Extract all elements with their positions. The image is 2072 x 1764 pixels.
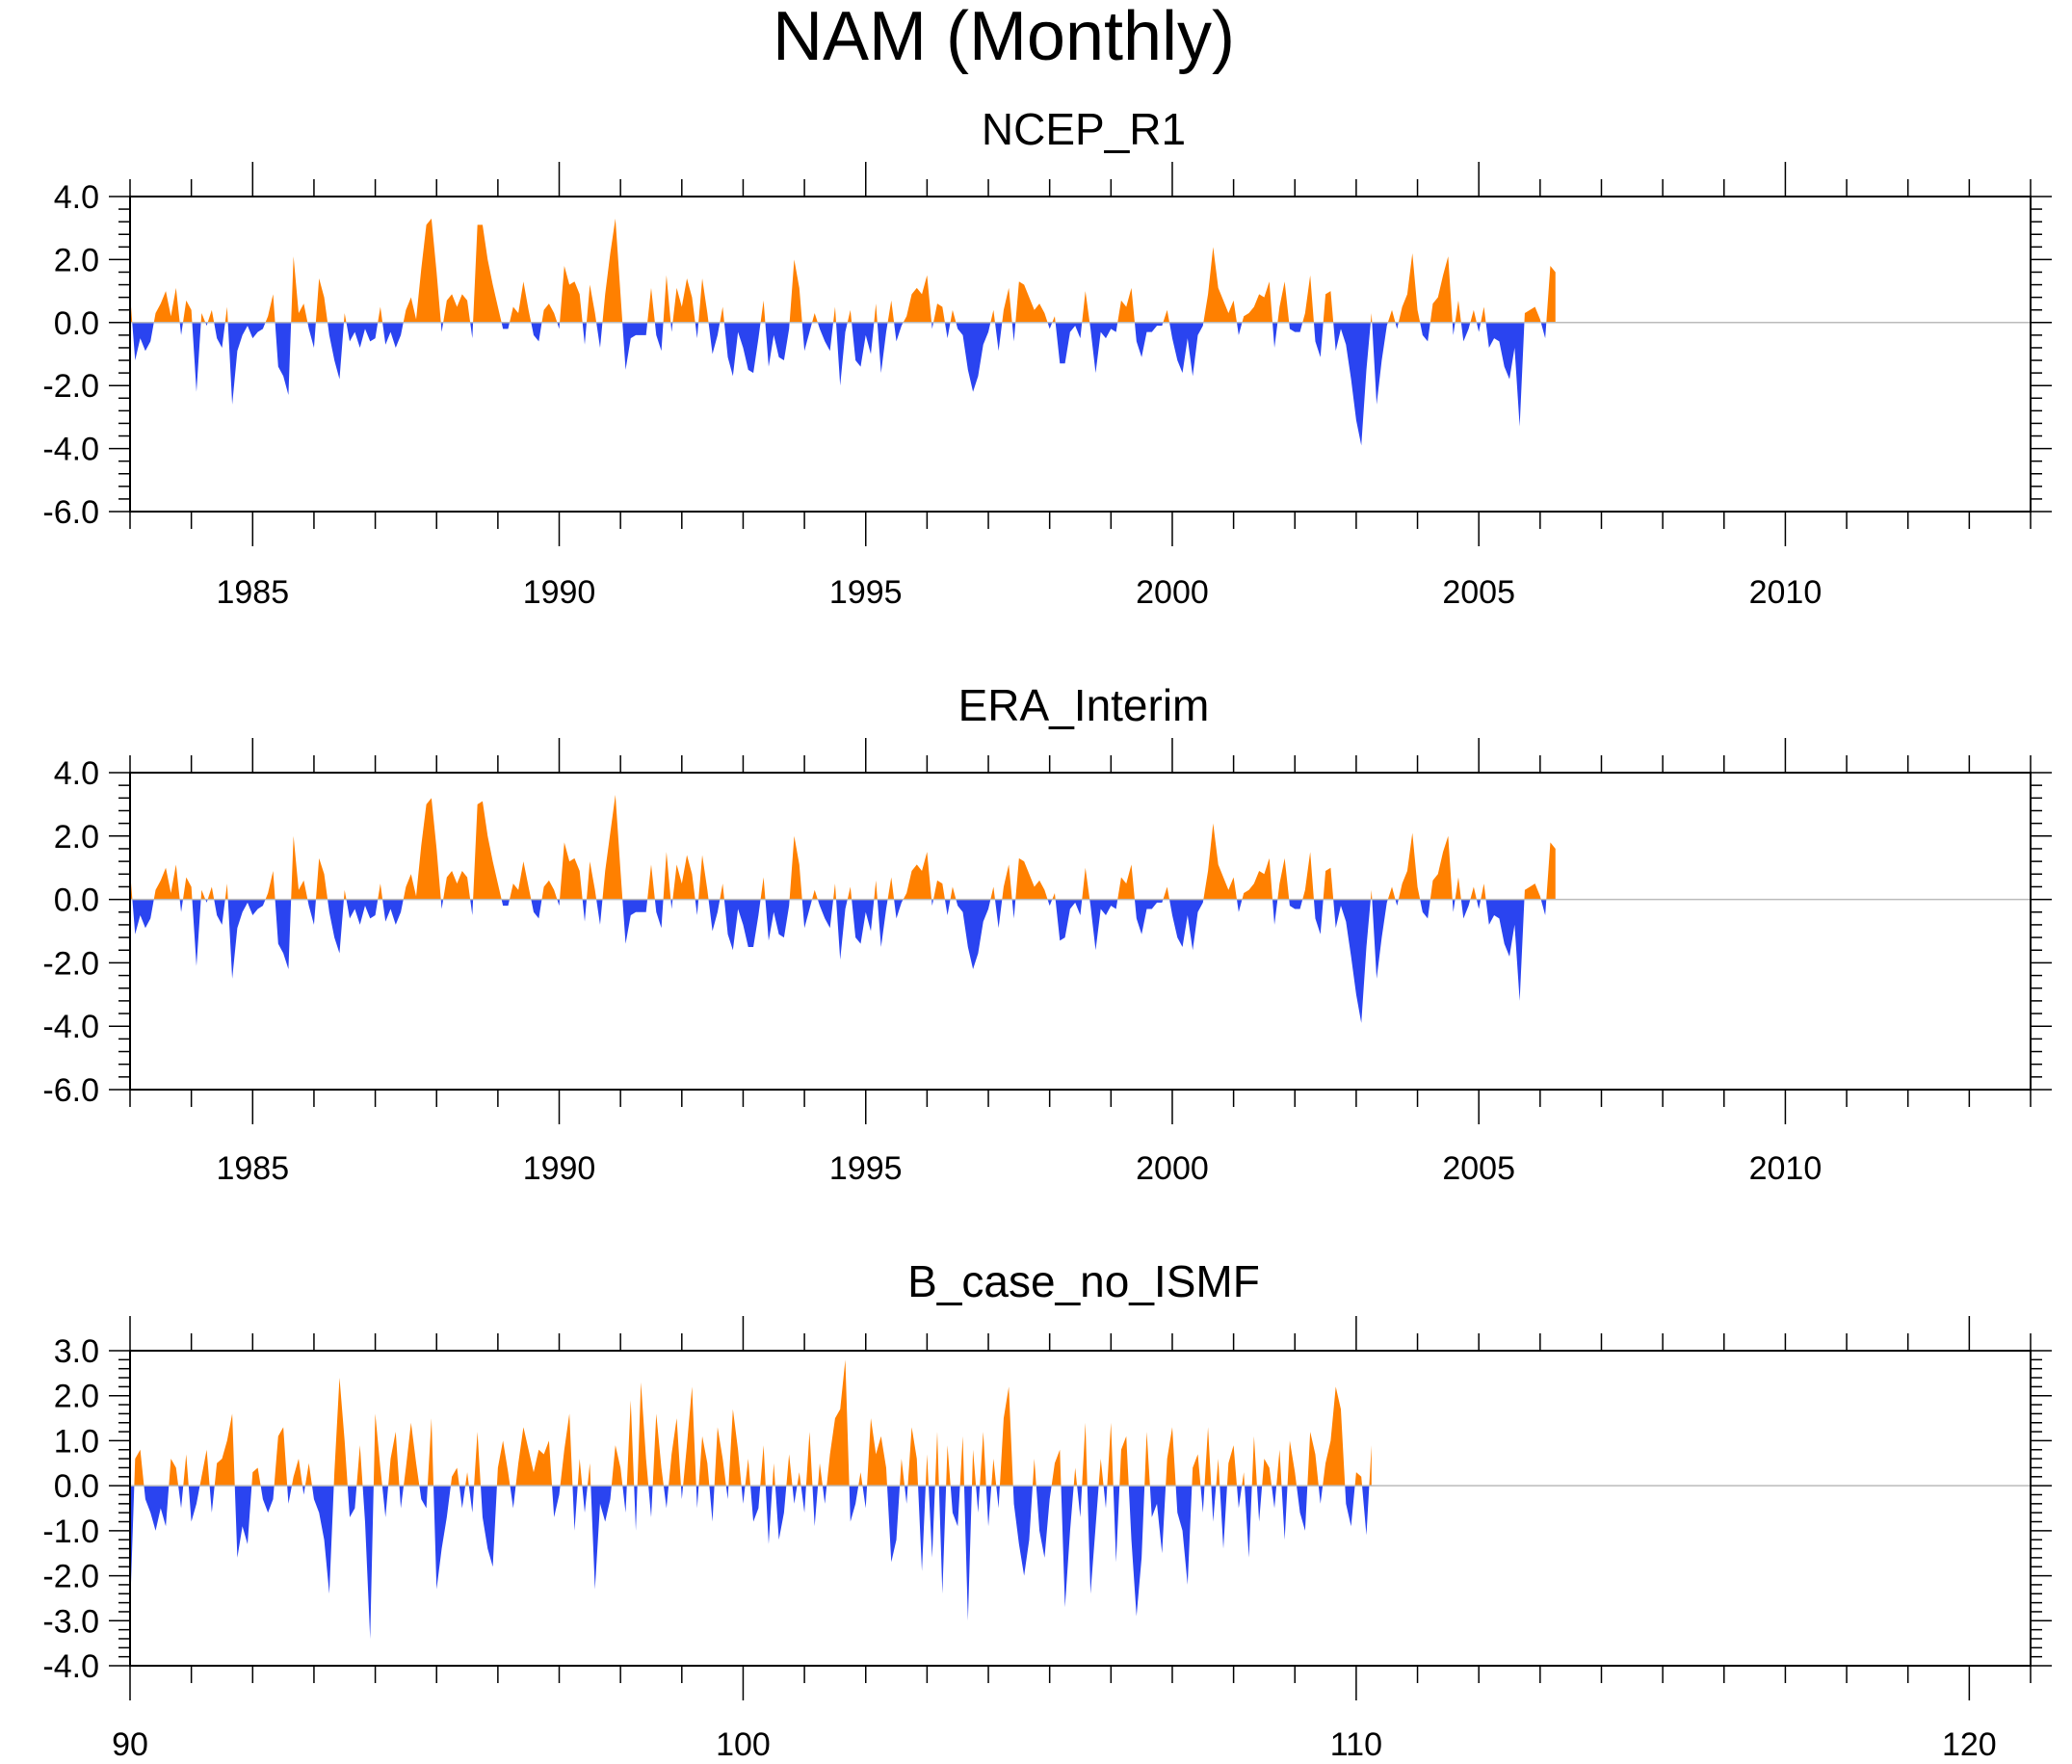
x-tick-label: 1985 xyxy=(216,574,289,611)
panel-era-interim: ERA_Interim 4.0 2.0 0.0 -2.0 -4.0 -6.0 1985 199… xyxy=(42,680,2052,1187)
y-tick-label: -4.0 xyxy=(42,1009,99,1045)
negative-area xyxy=(130,1486,1372,1639)
x-tick-label: 2005 xyxy=(1442,574,1515,611)
y-tick-label: 3.0 xyxy=(54,1333,99,1370)
x-tick-label: 100 xyxy=(716,1726,771,1763)
y-tick-label: -2.0 xyxy=(42,1559,99,1595)
panel-ncep-r1: NCEP_R1 4.0 2.0 0.0 -2.0 -4.0 -6.0 1985 1990 199… xyxy=(42,104,2052,611)
y-tick-label: -4.0 xyxy=(42,1648,99,1685)
y-tick-label: 1.0 xyxy=(54,1423,99,1460)
y-tick-label: -2.0 xyxy=(42,945,99,982)
y-tick-label: 2.0 xyxy=(54,1379,99,1415)
y-tick-label: 2.0 xyxy=(54,242,99,278)
negative-area xyxy=(130,322,1556,446)
x-tick-label: 110 xyxy=(1330,1726,1382,1763)
x-tick-label: 2000 xyxy=(1136,1150,1209,1187)
positive-area xyxy=(130,218,1556,323)
x-tick-label: 2000 xyxy=(1136,574,1209,611)
y-tick-label: 0.0 xyxy=(54,305,99,342)
negative-area xyxy=(130,899,1556,1023)
panel-title: NCEP_R1 xyxy=(982,104,1186,154)
positive-area xyxy=(130,1359,1372,1487)
figure-title: NAM (Monthly) xyxy=(773,0,1235,75)
y-tick-label: -6.0 xyxy=(42,1072,99,1109)
y-tick-label: -1.0 xyxy=(42,1514,99,1550)
x-tick-label: 1990 xyxy=(523,574,596,611)
x-tick-label: 120 xyxy=(1942,1726,1997,1763)
plot-frame xyxy=(129,196,2032,513)
panel-title: ERA_Interim xyxy=(958,680,1210,730)
plot-frame xyxy=(129,772,2032,1091)
y-tick-label: -3.0 xyxy=(42,1603,99,1640)
x-tick-label: 2010 xyxy=(1749,574,1823,611)
y-tick-label: 2.0 xyxy=(54,819,99,856)
panel-b-case-no-ismf: B_case_no_ISMF 3.0 2.0 1.0 0.0 -1.0 -2.0 -3.0 -… xyxy=(42,1256,2052,1763)
x-tick-label: 1985 xyxy=(216,1150,289,1187)
positive-area xyxy=(130,795,1556,900)
y-tick-label: -6.0 xyxy=(42,494,99,531)
y-tick-label: 0.0 xyxy=(54,1468,99,1505)
y-tick-label: -4.0 xyxy=(42,432,99,468)
x-tick-label: 2005 xyxy=(1442,1150,1515,1187)
x-tick-label: 1995 xyxy=(829,1150,903,1187)
x-tick-label: 1990 xyxy=(523,1150,596,1187)
y-tick-label: 4.0 xyxy=(54,179,99,216)
x-tick-label: 1995 xyxy=(829,574,903,611)
x-tick-label: 2010 xyxy=(1749,1150,1823,1187)
y-tick-label: 4.0 xyxy=(54,755,99,792)
y-tick-label: -2.0 xyxy=(42,368,99,405)
y-tick-label: 0.0 xyxy=(54,882,99,919)
panel-title: B_case_no_ISMF xyxy=(907,1256,1260,1306)
x-tick-label: 90 xyxy=(112,1726,148,1763)
plot-frame xyxy=(129,1350,2032,1667)
